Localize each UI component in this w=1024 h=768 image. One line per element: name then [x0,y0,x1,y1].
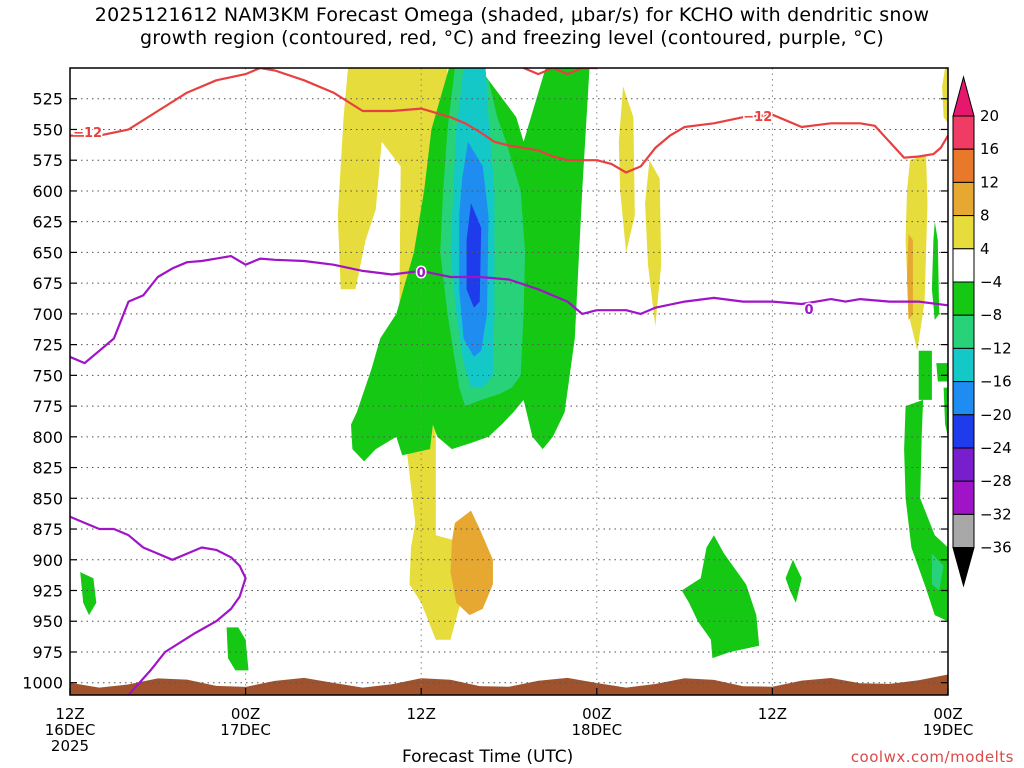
omega-region-1 [618,86,635,253]
y-tick-label-1000: 1000 [22,674,63,693]
x-tick-label-48-0: 12Z [758,705,787,723]
colorbar-label-6: −8 [980,306,1002,324]
colorbar-label-11: −28 [980,472,1012,490]
x-tick-label-12-1: 17DEC [220,721,271,739]
omega-region-13 [785,559,802,603]
y-tick-label-875: 875 [32,520,63,539]
chart-title-line-2: growth region (contoured, red, °C) and f… [140,27,884,49]
colorbar-label-5: −4 [980,273,1002,291]
colorbar-top-triangle [952,75,975,117]
x-tick-label-36-1: 18DEC [572,721,623,739]
omega-region-19 [80,572,97,616]
colorbar-label-4: 4 [980,240,990,258]
omega-shading [80,68,948,671]
x-tick-label-60-1: 19DEC [923,721,974,739]
omega-region-14 [904,399,948,622]
omega-region-6 [907,234,913,320]
credit-text: coolwx.com/modelts [850,748,1014,766]
y-tick-label-700: 700 [32,305,63,324]
x-tick-label-36-0: 00Z [582,705,611,723]
colorbar-swatch-5 [952,281,975,316]
colorbar-swatch-0 [952,115,975,150]
colorbar-swatch-10 [952,447,975,482]
colorbar-label-2: 12 [980,173,999,191]
plot-frame [69,67,949,696]
y-tick-label-750: 750 [32,366,63,385]
contour-label-red-1: −12 [743,110,772,125]
y-tick-label-800: 800 [32,428,63,447]
x-tick-label-60-0: 00Z [933,705,962,723]
y-tick-label-725: 725 [32,336,63,355]
colorbar-swatch-11 [952,480,975,515]
contour-label-red-0: −12 [73,126,102,141]
colorbar-label-3: 8 [980,207,990,225]
colorbar: 20 16 12 8 4 −4 −8 −12 −16 −20 −24 −28 −32 −36 [952,75,1012,588]
terrain-fill [70,674,948,695]
y-tick-label-625: 625 [32,213,63,232]
y-tick-label-675: 675 [32,274,63,293]
y-tick-label-900: 900 [32,551,63,570]
contour-red_upper [523,68,597,76]
y-tick-label-825: 825 [32,459,63,478]
x-tick-label-0-2: 2025 [51,737,89,755]
y-tick-label-950: 950 [32,612,63,631]
colorbar-label-13: −36 [980,539,1012,557]
colorbar-swatch-6 [952,314,975,349]
omega-region-0 [337,68,463,640]
colorbar-bottom-triangle [952,547,975,588]
contour-label-purple-0: 0 [417,266,426,281]
omega-region-21 [931,553,944,591]
colorbar-swatch-7 [952,347,975,383]
colorbar-label-1: 16 [980,140,999,158]
omega-region-18 [931,221,940,320]
contour-purple [70,255,948,365]
colorbar-swatch-1 [952,148,975,183]
terrain-ground [70,674,948,695]
x-axis-label: Forecast Time (UTC) [402,747,574,767]
omega-region-11 [466,203,482,308]
y-axis: 525 550 575 600 625 650 675 700 725 750 775 800 825 8… [22,90,948,693]
y-tick-label-775: 775 [32,397,63,416]
x-tick-label-0-1: 16DEC [45,721,96,739]
colorbar-label-0: 20 [980,107,999,125]
contour-purple_lower [70,515,247,695]
colorbar-label-12: −32 [980,505,1012,523]
y-tick-label-975: 975 [32,643,63,662]
colorbar-swatch-12 [952,513,975,549]
omega-region-12 [681,535,760,659]
colorbar-swatch-9 [952,414,975,449]
y-tick-label-525: 525 [32,90,63,109]
x-tick-label-24-0: 12Z [407,705,436,723]
x-tick-label-0-0: 12Z [55,705,84,723]
y-tick-label-650: 650 [32,243,63,262]
omega-region-4 [942,68,948,124]
colorbar-label-8: −16 [980,373,1012,391]
colorbar-label-9: −20 [980,406,1012,424]
y-tick-label-925: 925 [32,582,63,601]
y-tick-label-600: 600 [32,182,63,201]
y-tick-label-575: 575 [32,151,63,170]
colorbar-swatch-2 [952,181,975,217]
colorbar-swatch-8 [952,381,975,416]
omega-region-20 [226,627,249,671]
omega-region-16 [936,363,948,382]
y-tick-label-550: 550 [32,120,63,139]
colorbar-swatch-4 [952,248,975,283]
colorbar-swatch-3 [952,215,975,250]
omega-region-2 [645,160,662,327]
omega-region-17 [918,350,932,400]
contour-label-purple-1: 0 [804,303,813,318]
omega-region-15 [943,387,948,437]
y-tick-label-850: 850 [32,489,63,508]
omega-region-5 [450,510,493,616]
x-tick-label-12-0: 00Z [231,705,260,723]
chart-title: 2025121612 NAM3KM Forecast Omega (shaded… [0,4,1024,50]
chart-title-line-1: 2025121612 NAM3KM Forecast Omega (shaded… [94,4,930,26]
grid-lines [70,68,948,695]
colorbar-label-10: −24 [980,439,1012,457]
colorbar-label-7: −12 [980,339,1012,357]
